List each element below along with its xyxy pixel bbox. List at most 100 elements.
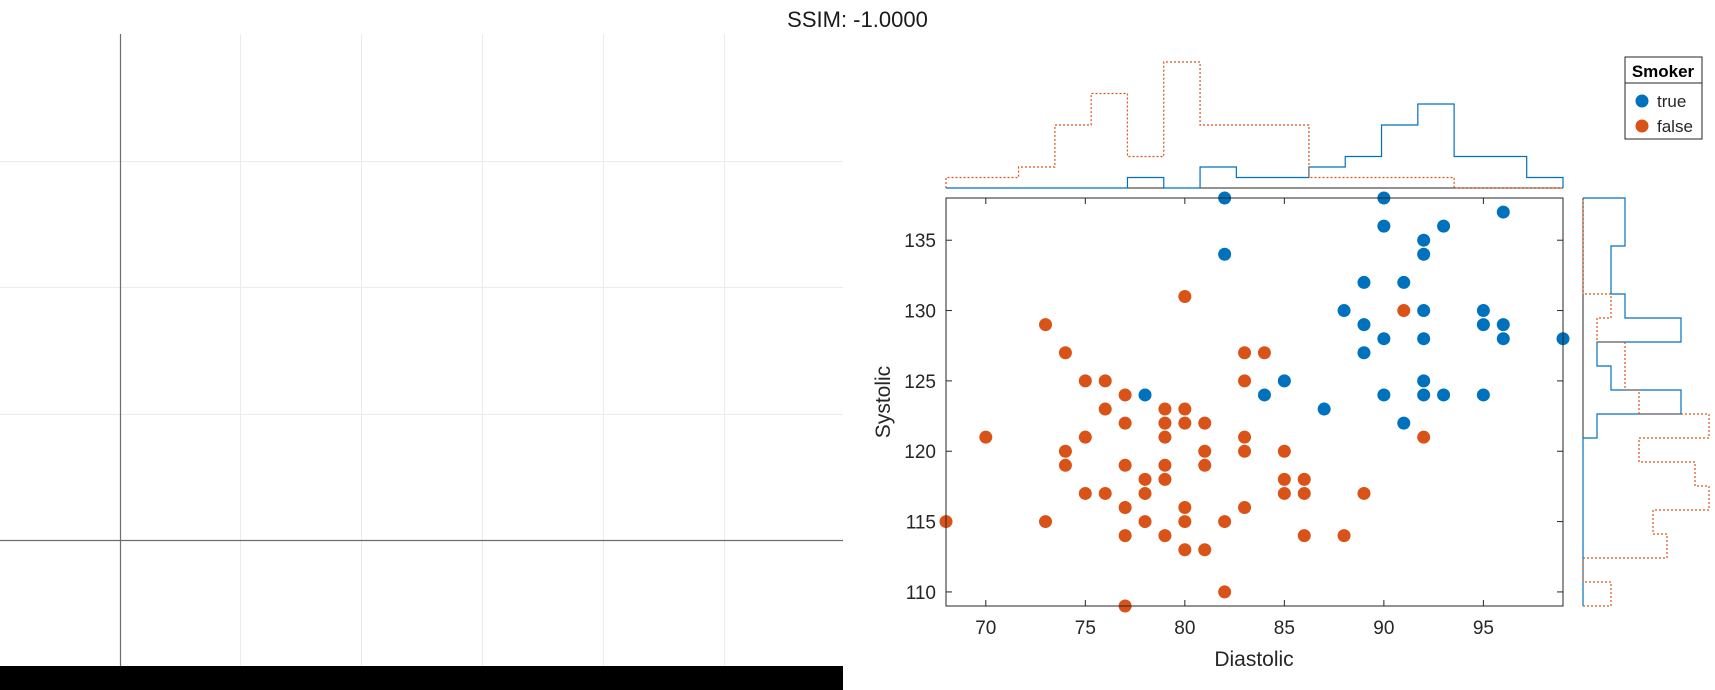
scatter-point-false bbox=[1238, 346, 1252, 360]
scatter-point-false bbox=[1158, 472, 1172, 486]
right-marginal-histogram bbox=[1582, 197, 1710, 607]
scatter-point-true bbox=[1437, 388, 1451, 402]
scatter-point-false bbox=[1078, 430, 1092, 444]
scatter-point-false bbox=[1158, 402, 1172, 416]
scatter-point-true bbox=[1417, 233, 1431, 247]
scatter-point-false bbox=[1277, 444, 1291, 458]
scatter-point-false bbox=[1178, 289, 1192, 303]
scatter-point-true bbox=[1218, 247, 1232, 261]
empty-axes bbox=[0, 34, 843, 666]
legend-marker-true bbox=[1635, 94, 1649, 108]
scatter-point-true bbox=[1417, 247, 1431, 261]
top-hist-true bbox=[946, 103, 1564, 189]
scatter-point-true bbox=[1377, 332, 1391, 346]
scatter-point-false bbox=[1238, 444, 1252, 458]
legend-marker-false bbox=[1635, 119, 1649, 133]
scatter-point-true bbox=[1496, 332, 1510, 346]
scatter-point-true bbox=[1476, 388, 1490, 402]
scatter-point-false bbox=[1198, 444, 1212, 458]
scatter-point-true bbox=[1417, 388, 1431, 402]
y-tick-label: 110 bbox=[906, 583, 936, 604]
scatter-point-false bbox=[1118, 388, 1132, 402]
scatter-point-false bbox=[1337, 529, 1351, 543]
x-tick-label: 80 bbox=[1174, 618, 1195, 639]
scatter-point-false bbox=[1198, 458, 1212, 472]
scatter-point-false bbox=[1277, 472, 1291, 486]
scatter-point-true bbox=[1397, 275, 1411, 289]
scatter-point-false bbox=[1138, 486, 1152, 500]
scatter-point-false bbox=[1158, 458, 1172, 472]
scatter-point-false bbox=[1118, 501, 1132, 515]
scatter-point-true bbox=[1257, 388, 1271, 402]
scatter-point-false bbox=[1257, 346, 1271, 360]
scatter-point-false bbox=[1297, 472, 1311, 486]
scatter-point-true bbox=[1397, 416, 1411, 430]
scatter-point-false bbox=[979, 430, 993, 444]
scatter-point-true bbox=[1377, 219, 1391, 233]
scatter-point-false bbox=[1238, 501, 1252, 515]
y-tick-label: 120 bbox=[904, 442, 936, 463]
scatter-point-false bbox=[1178, 543, 1192, 557]
top-marginal-histogram bbox=[945, 61, 1564, 189]
scatter-point-true bbox=[1496, 205, 1510, 219]
x-tick-label: 85 bbox=[1274, 618, 1295, 639]
scatter-point-true bbox=[1417, 374, 1431, 388]
legend-label-true: true bbox=[1657, 92, 1686, 111]
scatter-point-true bbox=[1357, 318, 1371, 332]
axis-ticks bbox=[946, 198, 1563, 606]
scatter-point-true bbox=[1476, 318, 1490, 332]
y-tick-label: 125 bbox=[904, 372, 936, 393]
scatter-point-false bbox=[1158, 416, 1172, 430]
scatter-point-false bbox=[1277, 486, 1291, 500]
scatter-point-false bbox=[1198, 543, 1212, 557]
scatter-point-true bbox=[1337, 304, 1351, 318]
y-axis-label: Systolic bbox=[872, 366, 895, 438]
black-bar bbox=[0, 666, 843, 690]
legend-title: Smoker bbox=[1632, 62, 1695, 81]
scatter-point-false bbox=[1098, 374, 1112, 388]
scatter-point-false bbox=[1039, 318, 1053, 332]
scatter-point-true bbox=[1277, 374, 1291, 388]
x-tick-label: 90 bbox=[1373, 618, 1394, 639]
scatter-point-false bbox=[1297, 529, 1311, 543]
scatter-point-true bbox=[1417, 332, 1431, 346]
y-tick-label: 115 bbox=[906, 513, 936, 534]
top-hist-false bbox=[945, 61, 1563, 189]
scatter-point-false bbox=[1098, 486, 1112, 500]
scatter-point-false bbox=[1397, 304, 1411, 318]
scatter-point-false bbox=[1357, 486, 1371, 500]
scatter-point-false bbox=[1178, 416, 1192, 430]
scatter-point-false bbox=[1118, 458, 1132, 472]
right-hist-false bbox=[1582, 198, 1710, 607]
scatter-point-false bbox=[1058, 458, 1072, 472]
y-tick-label: 130 bbox=[904, 302, 936, 323]
scatter-point-false bbox=[1058, 444, 1072, 458]
scatter-point-false bbox=[1158, 529, 1172, 543]
scatter-point-false bbox=[1297, 486, 1311, 500]
x-tick-label: 70 bbox=[975, 618, 996, 639]
scatter-point-true bbox=[1496, 318, 1510, 332]
scatter-point-true bbox=[1476, 304, 1490, 318]
scatter-point-false bbox=[1039, 515, 1053, 529]
scatter-point-false bbox=[1218, 585, 1232, 599]
scatter-point-false bbox=[1238, 430, 1252, 444]
x-tick-label: 95 bbox=[1473, 618, 1494, 639]
scatter-point-false bbox=[1058, 346, 1072, 360]
scatter-point-false bbox=[1078, 374, 1092, 388]
scatter-point-true bbox=[1357, 346, 1371, 360]
scatter-point-false bbox=[1138, 515, 1152, 529]
scatter-point-false bbox=[1098, 402, 1112, 416]
right-hist-true bbox=[1582, 197, 1682, 606]
scatter-point-false bbox=[1118, 416, 1132, 430]
scatter-point-false bbox=[1138, 472, 1152, 486]
y-tick-labels: 110 115 120 125 130 135 bbox=[904, 231, 936, 604]
y-tick-label: 135 bbox=[904, 231, 936, 252]
legend-label-false: false bbox=[1657, 117, 1693, 136]
scatter-point-false bbox=[1218, 515, 1232, 529]
scatter-point-true bbox=[1437, 219, 1451, 233]
legend: Smoker true false bbox=[1624, 56, 1703, 140]
x-axis-label: Diastolic bbox=[1214, 648, 1293, 671]
scatter-point-false bbox=[1158, 430, 1172, 444]
plot-area bbox=[946, 198, 1563, 606]
